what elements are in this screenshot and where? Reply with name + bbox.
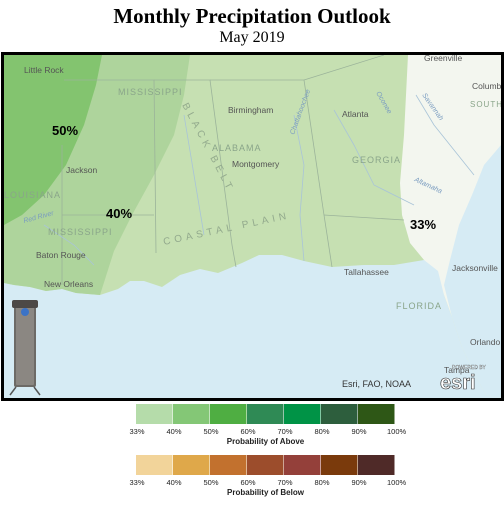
legend-below-swatch [247,455,284,475]
esri-brand: esri [440,372,476,394]
state-louisiana: LOUISIANA [4,190,61,200]
city-tampa: Tampa [444,365,470,375]
legend-below-caption: Probability of Below [227,488,304,497]
legend-above-tick: 33% [129,427,145,436]
state-mississippi-south: MISSISSIPPI [48,227,113,237]
legend-below-swatch [136,455,173,475]
legend-below-tick: 70% [277,478,293,487]
legend-below-swatch [210,455,247,475]
legend-above-ticks: 33% 40% 50% 60% 70% 80% 90% 100% [128,427,407,437]
legend-above-tick: 80% [314,427,330,436]
legend-below-tick: 50% [203,478,219,487]
city-tallahassee: Tallahassee [344,267,389,277]
legend-above-swatch [173,404,210,424]
city-montgomery: Montgomery [232,159,280,169]
map-svg: 50% 40% 33% Little Rock Greenville Colum… [4,55,501,398]
legend-below-tick: 40% [166,478,182,487]
city-atlanta: Atlanta [342,109,369,119]
legend-above-caption: Probability of Above [226,437,305,446]
legend-above-tick: 50% [203,427,219,436]
state-south-carolina: SOUTH CAROLINA [470,100,501,109]
legend-below-tick: 100% [387,478,407,487]
city-orlando: Orlando [470,337,501,347]
outlook-map[interactable]: 50% 40% 33% Little Rock Greenville Colum… [1,52,504,401]
label-33-percent: 33% [410,217,436,232]
city-columbia: Columbia [472,81,501,91]
legend-above-swatch [358,404,395,424]
label-40-percent: 40% [106,206,132,221]
esri-powered-by: POWERED BY [452,365,487,371]
legend-below-tick: 80% [314,478,330,487]
rain-gauge-icon [9,300,41,396]
legend-above-tick: 100% [387,427,407,436]
atlantic-water [444,145,501,398]
legend-below-swatch [321,455,358,475]
legend-below-swatch [358,455,395,475]
state-florida: FLORIDA [396,301,442,311]
city-labels: Little Rock Greenville Columbia Birmingh… [24,55,501,375]
city-little-rock: Little Rock [24,65,64,75]
map-title: Monthly Precipitation Outlook [113,4,391,28]
legend-above-tick: 60% [240,427,256,436]
city-greenville: Greenville [424,55,463,63]
region-50 [4,55,102,225]
esri-logo: POWERED BY esri [440,365,487,394]
label-50-percent: 50% [52,123,78,138]
legend-above-tick: 40% [166,427,182,436]
state-georgia: GEORGIA [352,155,401,165]
legend-above-swatch [321,404,358,424]
city-jacksonville: Jacksonville [452,263,498,273]
legend-above-swatch [284,404,321,424]
state-alabama: ALABAMA [212,143,262,153]
legend-below-tick: 90% [351,478,367,487]
legend-below-tick: 33% [129,478,145,487]
legend-above-swatch [247,404,284,424]
state-borders [61,55,405,285]
legend-below-tick: 60% [240,478,256,487]
legend-above-tick: 70% [277,427,293,436]
state-mississippi-north: MISSISSIPPI [118,87,183,97]
legend-below-ticks: 33% 40% 50% 60% 70% 80% 90% 100% [128,478,407,488]
map-subtitle: May 2019 [219,29,285,46]
legend-above-tick: 90% [351,427,367,436]
city-jackson: Jackson [66,165,97,175]
map-attribution: Esri, FAO, NOAA [342,379,411,389]
legend-below-swatch [173,455,210,475]
legend-below-bar [136,455,395,475]
legend-above-swatch [210,404,247,424]
city-baton-rouge: Baton Rouge [36,250,86,260]
legend-above-swatch [136,404,173,424]
legend-below-swatch [284,455,321,475]
city-birmingham: Birmingham [228,105,273,115]
legend-above-bar [136,404,395,424]
state-labels: MISSISSIPPI ALABAMA GEORGIA FLORIDA SOUT… [4,87,501,311]
rivers [43,94,475,266]
city-new-orleans: New Orleans [44,279,93,289]
